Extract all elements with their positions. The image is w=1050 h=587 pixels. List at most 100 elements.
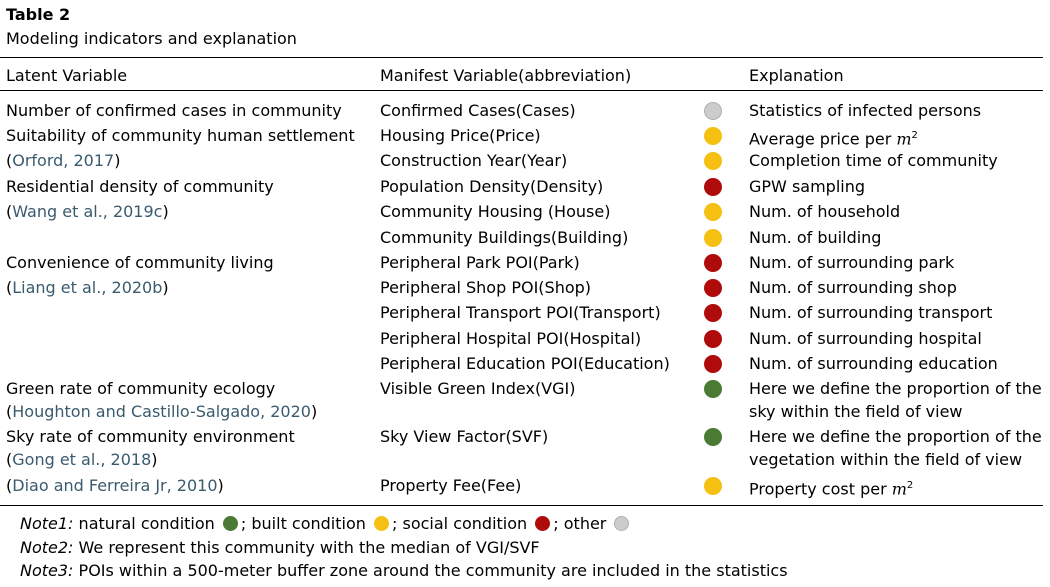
explanation: Num. of building	[749, 228, 881, 248]
citation-link: Diao and Ferreira Jr, 2010	[12, 476, 218, 495]
paren-close: )	[151, 450, 158, 469]
explanation: Statistics of infected persons	[749, 101, 981, 121]
manifest-variable: Community Housing (House)	[380, 202, 611, 221]
explanation: Num. of surrounding shop	[749, 278, 957, 298]
header-latent: Latent Variable	[6, 66, 128, 85]
latent-variable: Number of confirmed cases in community	[6, 101, 342, 120]
explanation-continued: vegetation within the field of view	[749, 450, 1023, 469]
explanation: Here we define the proportion of the	[749, 427, 1042, 447]
note-other-dot	[614, 516, 630, 531]
explanation: Num. of surrounding hospital	[749, 329, 982, 349]
note-3: Note3: POIs within a 500-meter buffer zo…	[20, 561, 788, 580]
latent-variable: (Houghton and Castillo-Salgado, 2020)	[6, 402, 317, 422]
paren-open: (	[6, 151, 13, 170]
explanation-text: Here we define the proportion of the	[749, 427, 1042, 446]
table-title: Table 2	[6, 5, 71, 24]
citation-link: Gong et al., 2018	[12, 450, 152, 469]
latent-variable: (Wang et al., 2019c)	[6, 202, 169, 222]
explanation-text: Completion time of community	[749, 151, 998, 170]
note-sep-1: ;	[240, 514, 247, 533]
citation-link: Orford, 2017	[12, 151, 115, 170]
citation-link: Wang et al., 2019c	[12, 202, 163, 221]
manifest-variable: Housing Price(Price)	[380, 126, 541, 145]
note-social-dot	[535, 516, 551, 531]
table-caption: Modeling indicators and explanation	[6, 29, 297, 48]
paren-close: )	[162, 278, 169, 297]
explanation-text: Property cost per	[749, 479, 892, 499]
header-manifest: Manifest Variable(abbreviation)	[380, 66, 632, 85]
explanation-text: Num. of surrounding park	[749, 253, 955, 272]
explanation: Num. of surrounding education	[749, 354, 998, 374]
manifest-variable: Community Buildings(Building)	[380, 228, 629, 247]
explanation-text: Num. of surrounding hospital	[749, 329, 982, 348]
note-1-label: Note1:	[20, 514, 74, 533]
manifest-variable: Peripheral Education POI(Education)	[380, 354, 670, 373]
explanation-text: GPW sampling	[749, 177, 866, 196]
note-3-label: Note3:	[20, 561, 74, 580]
category-dot	[704, 127, 722, 145]
latent-variable: (Liang et al., 2020b)	[6, 278, 169, 298]
explanation-continued: sky within the field of view	[749, 402, 963, 421]
manifest-variable: Peripheral Park POI(Park)	[380, 253, 580, 272]
explanation-text: Num. of surrounding education	[749, 354, 998, 373]
explanation: GPW sampling	[749, 177, 865, 197]
category-dot	[704, 428, 722, 446]
explanation: Average price per m2	[749, 126, 918, 149]
manifest-variable: Property Fee(Fee)	[380, 476, 522, 495]
paren-open: (	[6, 202, 13, 221]
note-social-label: social condition	[402, 514, 528, 533]
latent-variable: Green rate of community ecology	[6, 379, 276, 398]
category-dot	[704, 152, 722, 170]
note-sep-3: ;	[553, 514, 559, 533]
latent-variable: (Gong et al., 2018)	[6, 450, 158, 470]
note-2-text: We represent this community with the med…	[78, 538, 540, 557]
paren-open: (	[6, 450, 13, 469]
latent-variable: (Orford, 2017)	[6, 151, 120, 171]
paren-open: (	[6, 402, 13, 421]
note-2: Note2: We represent this community with …	[20, 538, 540, 557]
note-1: Note1: natural condition ; built conditi…	[20, 514, 632, 533]
note-sep-2: ;	[392, 514, 398, 533]
paren-close: )	[162, 202, 169, 221]
category-dot	[704, 102, 722, 120]
latent-variable: Convenience of community living	[6, 253, 274, 272]
unit-symbol: m	[891, 479, 907, 499]
explanation-text: Num. of household	[749, 202, 901, 221]
category-dot	[704, 304, 722, 322]
top-rule	[0, 57, 1043, 58]
header-explanation: Explanation	[749, 66, 844, 85]
latent-variable: Suitability of community human settlemen…	[6, 126, 355, 145]
manifest-variable: Peripheral Hospital POI(Hospital)	[380, 329, 642, 348]
note-natural-label: natural condition	[78, 514, 215, 533]
paren-open: (	[6, 278, 13, 297]
category-dot	[704, 355, 722, 373]
manifest-variable: Peripheral Shop POI(Shop)	[380, 278, 592, 297]
latent-variable: (Diao and Ferreira Jr, 2010)	[6, 476, 224, 496]
note-other-label: other	[563, 514, 607, 533]
explanation: Completion time of community	[749, 151, 998, 171]
citation-link: Liang et al., 2020b	[12, 278, 163, 297]
latent-variable: Sky rate of community environment	[6, 427, 295, 446]
explanation: Num. of surrounding transport	[749, 303, 992, 323]
explanation-text: Here we define the proportion of the	[749, 379, 1042, 398]
manifest-variable: Peripheral Transport POI(Transport)	[380, 303, 661, 322]
unit-exponent: 2	[911, 130, 918, 141]
category-dot	[704, 229, 722, 247]
note-3-text: POIs within a 500-meter buffer zone arou…	[78, 561, 788, 580]
explanation-text: Num. of surrounding shop	[749, 278, 957, 297]
explanation: Num. of household	[749, 202, 900, 222]
explanation: Property cost per m2	[749, 476, 913, 499]
note-built-dot	[374, 516, 389, 531]
manifest-variable: Sky View Factor(SVF)	[380, 427, 549, 446]
category-dot	[704, 477, 722, 495]
manifest-variable: Confirmed Cases(Cases)	[380, 101, 576, 120]
manifest-variable: Construction Year(Year)	[380, 151, 568, 170]
explanation-text: Average price per	[749, 129, 897, 149]
header-rule	[0, 90, 1043, 91]
paren-open: (	[6, 476, 13, 495]
unit-exponent: 2	[906, 480, 914, 491]
note-2-label: Note2:	[20, 538, 74, 557]
citation-link: Houghton and Castillo-Salgado, 2020	[12, 402, 311, 421]
category-dot	[704, 380, 722, 398]
explanation: Here we define the proportion of the	[749, 379, 1042, 399]
